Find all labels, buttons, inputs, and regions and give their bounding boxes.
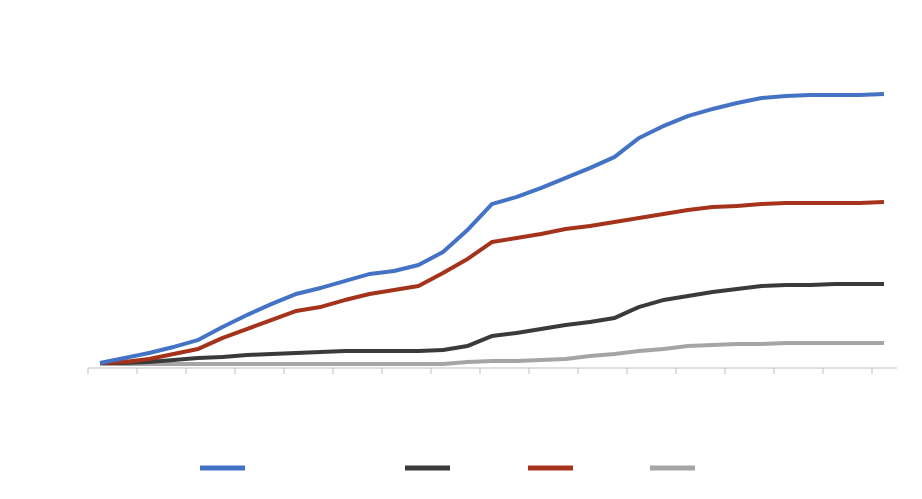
series-line — [99, 92, 885, 365]
series-line — [100, 341, 884, 366]
series-line — [100, 282, 884, 365]
series-line — [99, 200, 885, 365]
